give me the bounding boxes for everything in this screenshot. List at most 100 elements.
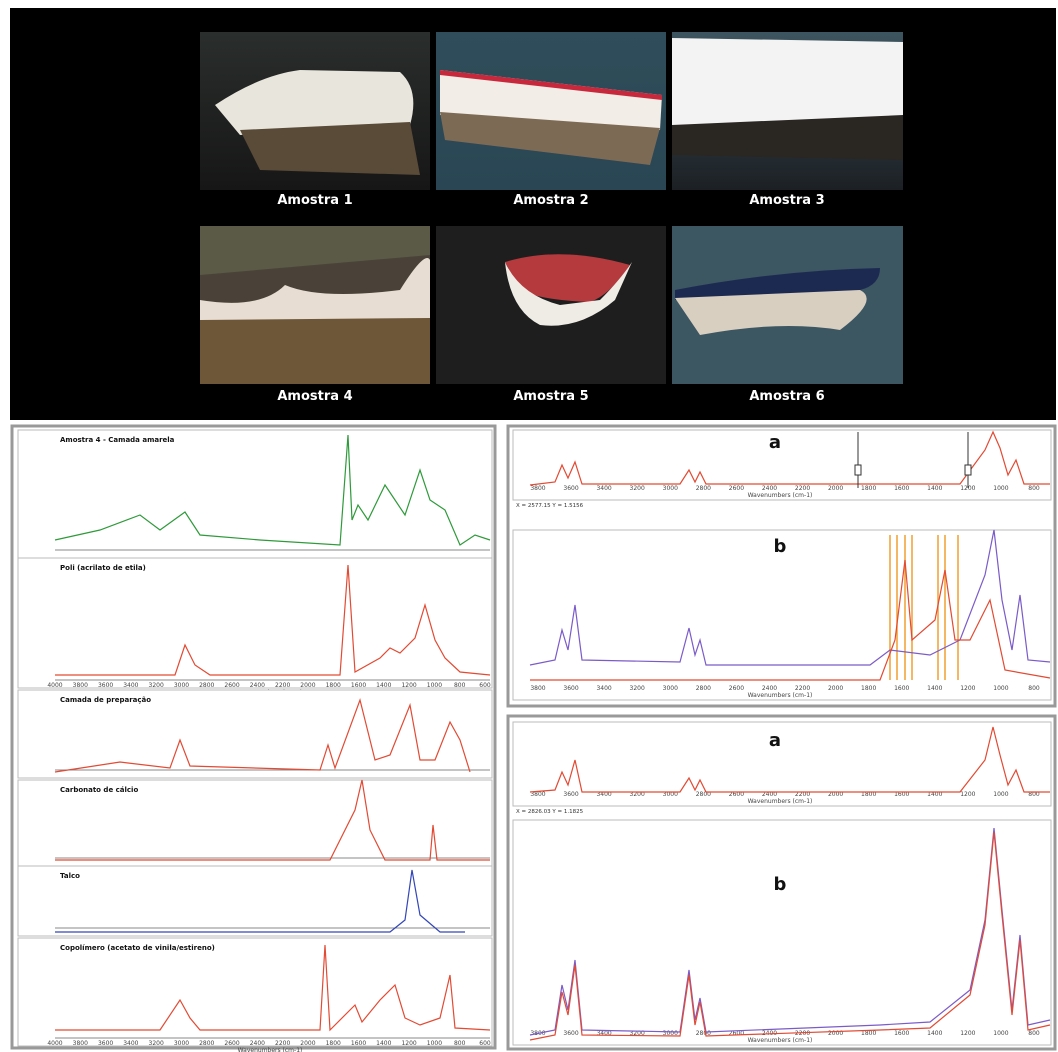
x-tick-label: 1200 — [960, 791, 975, 798]
x-tick-label: 1800 — [326, 1040, 341, 1047]
spectrum-title: Amostra 4 - Camada amarela — [60, 436, 175, 444]
x-tick-label: 2600 — [729, 485, 744, 492]
x-tick-label: 3600 — [563, 791, 578, 798]
x-tick-label: 3000 — [663, 485, 678, 492]
x-tick-label: 3800 — [530, 485, 545, 492]
x-tick-label: 3800 — [73, 682, 88, 689]
spectrum-box — [18, 430, 492, 558]
x-tick-label: 1000 — [993, 485, 1008, 492]
x-tick-label: 1200 — [401, 682, 416, 689]
photo-caption: Amostra 2 — [513, 193, 588, 208]
x-tick-label: 2200 — [795, 1030, 810, 1037]
x-tick-label: 3000 — [174, 1040, 189, 1047]
x-tick-label: 2800 — [199, 1040, 214, 1047]
x-tick-label: 800 — [1028, 485, 1040, 492]
x-tick-label: 1800 — [861, 685, 876, 692]
x-tick-label: 1400 — [376, 682, 391, 689]
x-tick-label: 1200 — [960, 685, 975, 692]
x-tick-label: 2600 — [224, 682, 239, 689]
photo-caption: Amostra 3 — [749, 193, 824, 208]
x-tick-label: 2400 — [762, 685, 777, 692]
x-tick-label: 3000 — [663, 685, 678, 692]
photo-caption: Amostra 6 — [749, 389, 824, 404]
x-tick-label: 1600 — [894, 485, 909, 492]
x-tick-label: 1800 — [326, 682, 341, 689]
x-axis-title: Wavenumbers (cm-1) — [748, 798, 813, 805]
photo-caption: Amostra 4 — [277, 389, 352, 404]
spectrum-title: Copolímero (acetato de vinila/estireno) — [60, 944, 215, 952]
x-tick-label: 3800 — [530, 685, 545, 692]
x-tick-label: 1400 — [376, 1040, 391, 1047]
x-tick-label: 2000 — [300, 1040, 315, 1047]
x-tick-label: 800 — [1028, 1030, 1040, 1037]
x-tick-label: 3600 — [563, 685, 578, 692]
photo-caption: Amostra 1 — [277, 193, 352, 208]
x-tick-label: 2400 — [762, 485, 777, 492]
x-tick-label: 3600 — [98, 682, 113, 689]
spectrum-title: Poli (acrilato de etila) — [60, 564, 146, 572]
x-tick-label: 2000 — [300, 682, 315, 689]
x-tick-label: 2200 — [275, 682, 290, 689]
x-tick-label: 1000 — [427, 682, 442, 689]
x-tick-label: 2600 — [729, 685, 744, 692]
x-tick-label: 3200 — [630, 485, 645, 492]
x-tick-label: 2000 — [828, 685, 843, 692]
x-tick-label: 2800 — [199, 682, 214, 689]
x-tick-label: 3200 — [149, 682, 164, 689]
panel-label: a — [769, 730, 781, 751]
figure: Amostra 1 Amostra 2 Amostra 3 Amostra 4 … — [0, 0, 1058, 1052]
x-tick-label: 2200 — [795, 685, 810, 692]
x-tick-label: 800 — [454, 682, 466, 689]
spectrum-box — [513, 820, 1051, 1045]
x-tick-label: 3400 — [123, 682, 138, 689]
spectrum-box — [18, 558, 492, 688]
x-tick-label: 3600 — [563, 1030, 578, 1037]
x-axis-title: Wavenumbers (cm-1) — [238, 1047, 303, 1052]
x-tick-label: 3200 — [630, 685, 645, 692]
x-tick-label: 3600 — [563, 485, 578, 492]
x-tick-label: 1600 — [351, 1040, 366, 1047]
x-tick-label: 1000 — [993, 791, 1008, 798]
photo — [672, 32, 903, 190]
x-tick-label: 4000 — [47, 682, 62, 689]
x-tick-label: 1800 — [861, 485, 876, 492]
x-tick-label: 800 — [454, 1040, 466, 1047]
cursor-readout: X = 2577.15 Y = 1.5156 — [516, 503, 584, 509]
x-tick-label: 3400 — [596, 485, 611, 492]
spectrum-title: Carbonato de cálcio — [60, 786, 138, 794]
x-tick-label: 3600 — [98, 1040, 113, 1047]
photo — [672, 226, 903, 384]
x-tick-label: 1600 — [894, 1030, 909, 1037]
x-tick-label: 1000 — [993, 685, 1008, 692]
x-tick-label: 3800 — [73, 1040, 88, 1047]
spectrum-title: Camada de preparação — [60, 696, 151, 704]
x-tick-label: 800 — [1028, 685, 1040, 692]
photo — [200, 32, 430, 190]
panel-label: a — [769, 432, 781, 453]
photo — [436, 32, 666, 190]
x-axis-title: Wavenumbers (cm-1) — [748, 492, 813, 499]
photo-caption: Amostra 5 — [513, 389, 588, 404]
spectrum-title: Talco — [60, 872, 80, 880]
x-tick-label: 1400 — [927, 485, 942, 492]
photo — [200, 226, 430, 384]
x-tick-label: 2000 — [828, 485, 843, 492]
spectrum-box — [18, 866, 492, 936]
x-tick-label: 3000 — [174, 682, 189, 689]
x-tick-label: 3200 — [149, 1040, 164, 1047]
x-tick-label: 3400 — [123, 1040, 138, 1047]
x-tick-label: 2400 — [250, 682, 265, 689]
x-axis-title: Wavenumbers (cm-1) — [748, 692, 813, 699]
x-tick-label: 2800 — [696, 685, 711, 692]
x-tick-label: 4000 — [47, 1040, 62, 1047]
x-tick-label: 2200 — [795, 485, 810, 492]
x-tick-label: 3400 — [596, 685, 611, 692]
x-tick-label: 600 — [479, 682, 491, 689]
x-tick-label: 1000 — [993, 1030, 1008, 1037]
x-tick-label: 1400 — [927, 1030, 942, 1037]
x-tick-label: 2600 — [224, 1040, 239, 1047]
x-tick-label: 1000 — [427, 1040, 442, 1047]
panel-label: b — [774, 536, 787, 557]
x-tick-label: 2200 — [275, 1040, 290, 1047]
photo — [436, 226, 666, 384]
